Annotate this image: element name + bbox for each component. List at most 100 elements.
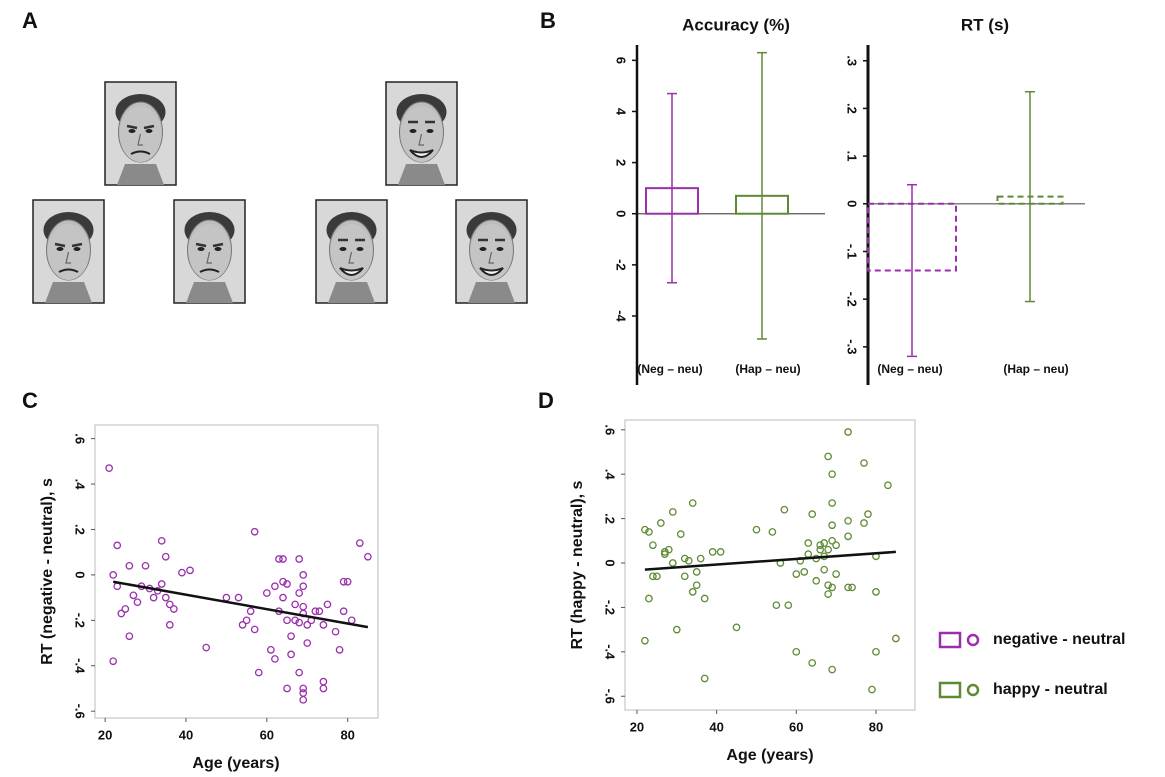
- y-tick-label: -.4: [73, 658, 88, 674]
- y-tick-label: 0: [73, 571, 88, 578]
- data-point: [161, 593, 170, 602]
- data-point: [828, 470, 836, 479]
- y-tick-label: .4: [73, 479, 88, 491]
- data-point: [141, 561, 150, 570]
- category-label: (Neg – neu): [877, 362, 942, 376]
- nose: [206, 251, 212, 264]
- trend-line: [644, 550, 896, 571]
- data-point: [824, 581, 833, 590]
- y-tick-label: 2: [614, 159, 629, 166]
- eye: [197, 247, 205, 251]
- data-point: [680, 572, 689, 581]
- data-point: [157, 536, 166, 545]
- data-point: [872, 647, 880, 656]
- eye: [356, 247, 364, 251]
- data-point: [335, 646, 344, 654]
- eye: [496, 247, 504, 251]
- mouth: [339, 267, 364, 276]
- data-point: [165, 600, 174, 609]
- trend-line: [112, 580, 369, 629]
- data-point: [303, 621, 312, 629]
- data-point: [692, 568, 701, 576]
- data-point: [246, 607, 255, 616]
- x-tick-label: 40: [179, 727, 193, 742]
- data-point: [238, 621, 247, 629]
- y-tick-label: .2: [845, 103, 860, 114]
- panel-label: B: [540, 8, 556, 33]
- data-point: [267, 646, 275, 654]
- legend-label: negative - neutral: [993, 631, 1125, 648]
- data-point: [700, 674, 709, 683]
- data-point: [311, 607, 320, 616]
- eye: [128, 129, 136, 133]
- data-point: [645, 594, 653, 603]
- data-point: [808, 510, 817, 519]
- y-tick-label: -.6: [73, 704, 88, 719]
- data-point: [125, 632, 134, 641]
- data-point: [279, 593, 287, 602]
- data-point: [657, 519, 665, 527]
- data-point: [792, 570, 801, 578]
- data-point: [680, 554, 689, 563]
- data-point: [672, 625, 681, 634]
- data-point: [828, 665, 836, 674]
- data-point: [816, 541, 825, 550]
- y-axis-label: RT (happy - neutral), s: [569, 480, 586, 649]
- mouth: [199, 268, 220, 273]
- data-point: [844, 516, 852, 525]
- data-point: [868, 685, 876, 694]
- neck-collar: [468, 282, 515, 303]
- y-tick-label: -.6: [603, 689, 618, 704]
- data-point: [772, 601, 781, 610]
- panel-label: C: [22, 388, 38, 413]
- y-tick-label: -2: [614, 259, 629, 271]
- eye: [426, 129, 434, 133]
- data-point: [161, 552, 170, 561]
- data-point: [295, 589, 304, 597]
- data-point: [287, 632, 295, 641]
- nose: [137, 133, 143, 146]
- data-point: [649, 541, 657, 550]
- data-point: [860, 459, 868, 467]
- y-tick-label: 6: [614, 57, 629, 64]
- data-point: [792, 647, 801, 656]
- y-tick-label: 0: [603, 559, 618, 566]
- data-point: [804, 550, 813, 558]
- face-photo: [173, 199, 246, 304]
- brow: [126, 124, 138, 130]
- data-point: [254, 668, 263, 677]
- data-point: [668, 508, 677, 516]
- data-point: [768, 528, 777, 536]
- eye: [409, 129, 417, 133]
- data-point: [121, 605, 130, 613]
- data-point: [884, 481, 892, 490]
- data-point: [275, 555, 283, 563]
- y-axis-label: RT (negative - neutral), s: [39, 478, 56, 665]
- data-point: [109, 571, 118, 579]
- mouth: [479, 267, 504, 276]
- brow: [143, 124, 155, 130]
- brow: [54, 242, 66, 248]
- data-point: [242, 616, 251, 625]
- nose: [65, 251, 71, 264]
- x-tick-label: 20: [98, 727, 112, 742]
- data-point: [125, 561, 134, 570]
- x-tick-label: 20: [630, 719, 644, 734]
- y-tick-label: -.1: [845, 244, 860, 259]
- data-point: [820, 539, 829, 547]
- data-point: [364, 552, 372, 561]
- mouth: [409, 149, 434, 158]
- data-point: [117, 609, 126, 618]
- data-point: [804, 539, 813, 547]
- legend-marker: [966, 633, 980, 647]
- category-label: (Hap – neu): [735, 362, 800, 376]
- data-point: [752, 525, 761, 534]
- face-photo: [455, 199, 528, 304]
- data-point: [295, 618, 304, 627]
- data-point: [688, 499, 697, 507]
- y-tick-label: -.4: [603, 644, 618, 660]
- data-point: [291, 616, 299, 625]
- mouth: [58, 268, 79, 273]
- data-point: [178, 568, 186, 577]
